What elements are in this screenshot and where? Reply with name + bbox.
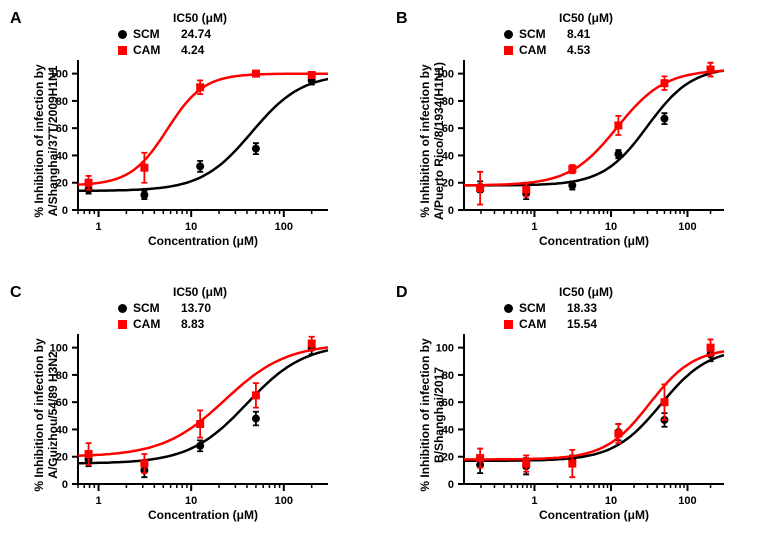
svg-text:20: 20: [442, 452, 454, 464]
point-cam-A: [85, 179, 93, 187]
svg-text:10: 10: [185, 221, 197, 233]
svg-text:1: 1: [95, 495, 101, 507]
plot-B: 0 20 40 60 80 100 1 10 100: [392, 6, 772, 272]
point-cam-B: [660, 79, 668, 87]
svg-text:0: 0: [448, 205, 454, 217]
curve-scm-D: [464, 355, 724, 461]
svg-text:80: 80: [56, 96, 68, 108]
point-cam-D: [522, 460, 530, 468]
figure: AIC50 (μM)SCM24.74CAM4.24% Inhibition of…: [0, 0, 772, 549]
point-cam-D: [660, 398, 668, 406]
point-scm-A: [196, 162, 204, 170]
svg-text:100: 100: [436, 69, 454, 81]
point-cam-C: [252, 391, 260, 399]
curve-scm-B: [464, 71, 724, 186]
svg-text:100: 100: [275, 221, 293, 233]
point-cam-B: [476, 184, 484, 192]
svg-text:60: 60: [442, 397, 454, 409]
svg-text:10: 10: [605, 495, 617, 507]
panel-C: CIC50 (μM)SCM13.70CAM8.83% Inhibition of…: [6, 280, 386, 546]
svg-text:40: 40: [56, 150, 68, 162]
svg-text:100: 100: [50, 343, 68, 355]
svg-text:100: 100: [436, 343, 454, 355]
point-cam-B: [568, 165, 576, 173]
point-cam-A: [196, 83, 204, 91]
point-cam-D: [707, 344, 715, 352]
point-scm-A: [140, 191, 148, 199]
svg-text:100: 100: [275, 495, 293, 507]
svg-text:100: 100: [678, 495, 696, 507]
svg-text:60: 60: [442, 123, 454, 135]
svg-text:10: 10: [605, 221, 617, 233]
point-cam-D: [568, 460, 576, 468]
panel-D: DIC50 (μM)SCM18.33CAM15.54% Inhibition o…: [392, 280, 772, 546]
point-cam-D: [614, 430, 622, 438]
svg-text:40: 40: [56, 424, 68, 436]
svg-text:100: 100: [50, 69, 68, 81]
curve-cam-D: [464, 351, 724, 459]
svg-text:10: 10: [185, 495, 197, 507]
svg-text:0: 0: [62, 479, 68, 491]
plot-C: 0 20 40 60 80 100 1 10 100: [6, 280, 386, 546]
curve-cam-B: [464, 71, 724, 186]
svg-text:1: 1: [531, 495, 537, 507]
svg-text:80: 80: [56, 370, 68, 382]
point-cam-C: [140, 460, 148, 468]
point-cam-B: [707, 66, 715, 74]
svg-text:60: 60: [56, 123, 68, 135]
panel-B: BIC50 (μM)SCM8.41CAM4.53% Inhibition of …: [392, 6, 772, 272]
point-cam-B: [614, 121, 622, 129]
svg-text:1: 1: [531, 221, 537, 233]
point-cam-C: [308, 340, 316, 348]
panel-A: AIC50 (μM)SCM24.74CAM4.24% Inhibition of…: [6, 6, 386, 272]
plot-D: 0 20 40 60 80 100 1 10 100: [392, 280, 772, 546]
svg-text:20: 20: [56, 452, 68, 464]
svg-text:40: 40: [442, 424, 454, 436]
point-scm-B: [568, 181, 576, 189]
point-cam-B: [522, 186, 530, 194]
point-cam-A: [308, 71, 316, 79]
point-scm-C: [196, 442, 204, 450]
svg-text:20: 20: [56, 178, 68, 190]
point-cam-C: [196, 420, 204, 428]
point-cam-A: [252, 70, 260, 78]
svg-text:0: 0: [448, 479, 454, 491]
svg-text:0: 0: [62, 205, 68, 217]
svg-text:80: 80: [442, 96, 454, 108]
point-scm-B: [660, 115, 668, 123]
svg-text:40: 40: [442, 150, 454, 162]
curve-scm-A: [78, 79, 328, 191]
svg-text:1: 1: [95, 221, 101, 233]
svg-text:20: 20: [442, 178, 454, 190]
point-scm-A: [252, 145, 260, 153]
point-cam-C: [85, 450, 93, 458]
svg-text:100: 100: [678, 221, 696, 233]
svg-text:80: 80: [442, 370, 454, 382]
svg-text:60: 60: [56, 397, 68, 409]
point-cam-D: [476, 454, 484, 462]
curve-cam-C: [78, 347, 328, 455]
point-scm-C: [252, 415, 260, 423]
point-cam-A: [140, 164, 148, 172]
point-scm-B: [614, 150, 622, 158]
plot-A: 0 20 40 60 80 100 1 10 100: [6, 6, 386, 272]
